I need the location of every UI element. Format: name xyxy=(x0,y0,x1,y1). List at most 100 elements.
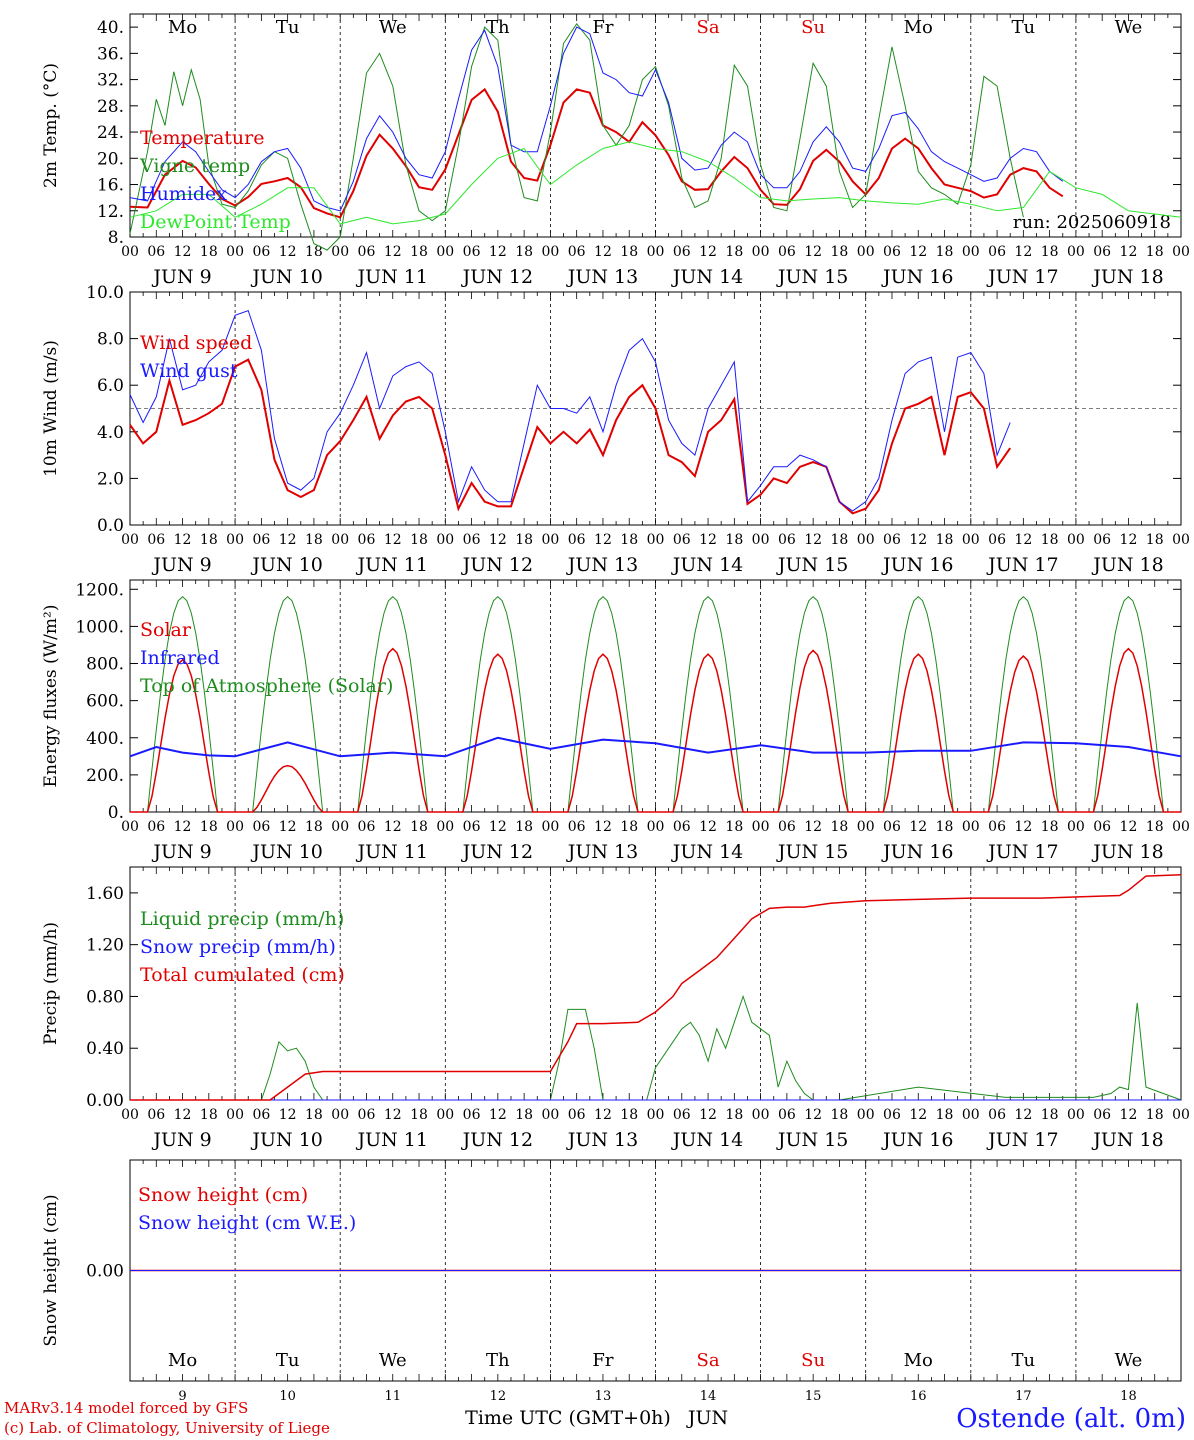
temp-hour-label: 00 xyxy=(1067,244,1085,260)
precip-date-label: JUN 18 xyxy=(1091,1129,1163,1151)
energy-hour-label: 12 xyxy=(804,819,822,835)
wind-hour-label: 18 xyxy=(1146,532,1164,548)
month-label: JUN xyxy=(686,1407,728,1429)
wind-date-label: JUN 12 xyxy=(461,554,533,576)
energy-date-label: JUN 15 xyxy=(776,841,848,863)
precip-legend-entry: Snow precip (mm/h) xyxy=(140,936,336,958)
energy-date-label: JUN 13 xyxy=(566,841,638,863)
precip-hour-label: 00 xyxy=(857,1107,875,1123)
temp-hour-label: 12 xyxy=(279,244,297,260)
temp-date-label: JUN 18 xyxy=(1091,266,1163,288)
energy-hour-label: 00 xyxy=(857,819,875,835)
station-name: Ostende (alt. 0m) xyxy=(956,1404,1186,1434)
precip-hour-label: 18 xyxy=(410,1107,428,1123)
energy-hour-label: 12 xyxy=(279,819,297,835)
precip-hour-label: 18 xyxy=(725,1107,743,1123)
run-label: run: 2025060918 xyxy=(1013,212,1171,233)
wind-hour-label: 12 xyxy=(1120,532,1138,548)
energy-legend-entry: Solar xyxy=(140,619,192,641)
wind-hour-label: 18 xyxy=(410,532,428,548)
temp-hour-label: 12 xyxy=(384,244,402,260)
temp-date-label: JUN 10 xyxy=(250,266,322,288)
energy-hour-label: 06 xyxy=(1093,819,1111,835)
precip-hour-label: 00 xyxy=(541,1107,559,1123)
temp-hour-label: 00 xyxy=(331,244,349,260)
snow-legend-entry: Snow height (cm W.E.) xyxy=(138,1212,356,1234)
precip-ytick-label: 1.60 xyxy=(86,884,124,904)
temp-weekday-label: Su xyxy=(801,17,825,38)
temp-weekday-label: Mo xyxy=(168,17,197,38)
wind-date-label: JUN 18 xyxy=(1091,554,1163,576)
energy-date-label: JUN 9 xyxy=(151,841,211,863)
temp-hour-label: 12 xyxy=(174,244,192,260)
energy-hour-label: 00 xyxy=(226,819,244,835)
temp-legend-entry: Temperature xyxy=(140,127,264,149)
precip-date-label: JUN 15 xyxy=(776,1129,848,1151)
temp-weekday-label: Tu xyxy=(1012,17,1036,38)
temp-hour-label: 00 xyxy=(1172,244,1190,260)
precip-hour-label: 12 xyxy=(1014,1107,1032,1123)
energy-ylabel: Energy fluxes (W/m²) xyxy=(41,605,61,788)
energy-hour-label: 06 xyxy=(358,819,376,835)
day-number-label: 16 xyxy=(910,1389,927,1404)
temp-hour-label: 06 xyxy=(252,244,270,260)
temp-hour-label: 18 xyxy=(1041,244,1059,260)
wind-series-line xyxy=(129,309,1011,512)
energy-legend-entry: Top of Atmosphere (Solar) xyxy=(140,675,393,697)
temp-hour-label: 12 xyxy=(699,244,717,260)
precip-hour-label: 18 xyxy=(1041,1107,1059,1123)
precip-hour-label: 12 xyxy=(699,1107,717,1123)
precip-ytick-label: 1.20 xyxy=(86,936,124,956)
temp-hour-label: 12 xyxy=(909,244,927,260)
temp-hour-label: 06 xyxy=(988,244,1006,260)
temp-hour-label: 18 xyxy=(515,244,533,260)
energy-hour-label: 18 xyxy=(1041,819,1059,835)
wind-hour-label: 12 xyxy=(804,532,822,548)
wind-hour-label: 06 xyxy=(358,532,376,548)
precip-hour-label: 06 xyxy=(778,1107,796,1123)
infrared-line xyxy=(129,736,1182,758)
energy-date-label: JUN 18 xyxy=(1091,841,1163,863)
temp-date-label: JUN 14 xyxy=(671,266,743,288)
temp-hour-label: 06 xyxy=(463,244,481,260)
wind-hour-label: 00 xyxy=(121,532,139,548)
precip-hour-label: 00 xyxy=(436,1107,454,1123)
wind-hour-label: 06 xyxy=(568,532,586,548)
energy-hour-label: 12 xyxy=(1120,819,1138,835)
temp-date-label: JUN 11 xyxy=(356,266,428,288)
wind-date-label: JUN 17 xyxy=(986,554,1058,576)
wind-hour-label: 00 xyxy=(1172,532,1190,548)
temp-ylabel: 2m Temp. (°C) xyxy=(41,63,61,188)
temp-hour-label: 06 xyxy=(673,244,691,260)
temp-ytick-label: 28. xyxy=(97,97,124,117)
energy-hour-label: 06 xyxy=(252,819,270,835)
temp-legend-entry: Vigne temp xyxy=(139,155,250,177)
wind-ytick-label: 0.0 xyxy=(97,516,124,536)
precip-date-label: JUN 13 xyxy=(566,1129,638,1151)
precip-hour-label: 06 xyxy=(673,1107,691,1123)
energy-ytick-label: 1000. xyxy=(75,617,124,637)
time-axis-label: Time UTC (GMT+0h) xyxy=(465,1407,671,1429)
energy-date-label: JUN 11 xyxy=(356,841,428,863)
wind-date-label: JUN 13 xyxy=(566,554,638,576)
temp-hour-label: 12 xyxy=(804,244,822,260)
temp-hour-label: 12 xyxy=(489,244,507,260)
energy-date-label: JUN 12 xyxy=(461,841,533,863)
snow-weekday-label: Su xyxy=(801,1350,825,1371)
precip-ytick-label: 0.00 xyxy=(86,1091,124,1111)
energy-legend-entry: Infrared xyxy=(140,647,220,669)
wind-hour-label: 06 xyxy=(883,532,901,548)
energy-hour-label: 12 xyxy=(909,819,927,835)
day-number-label: 18 xyxy=(1120,1389,1137,1404)
energy-hour-label: 00 xyxy=(647,819,665,835)
energy-date-label: JUN 17 xyxy=(986,841,1058,863)
day-number-label: 14 xyxy=(700,1389,717,1404)
temp-frame xyxy=(129,13,1182,238)
precip-hour-label: 18 xyxy=(1146,1107,1164,1123)
lab-credit: (c) Lab. of Climatology, University of L… xyxy=(4,1419,330,1437)
energy-hour-label: 12 xyxy=(1014,819,1032,835)
wind-hour-label: 00 xyxy=(752,532,770,548)
wind-ylabel: 10m Wind (m/s) xyxy=(41,340,61,477)
precip-hour-label: 06 xyxy=(988,1107,1006,1123)
energy-ytick-label: 200. xyxy=(86,766,124,786)
